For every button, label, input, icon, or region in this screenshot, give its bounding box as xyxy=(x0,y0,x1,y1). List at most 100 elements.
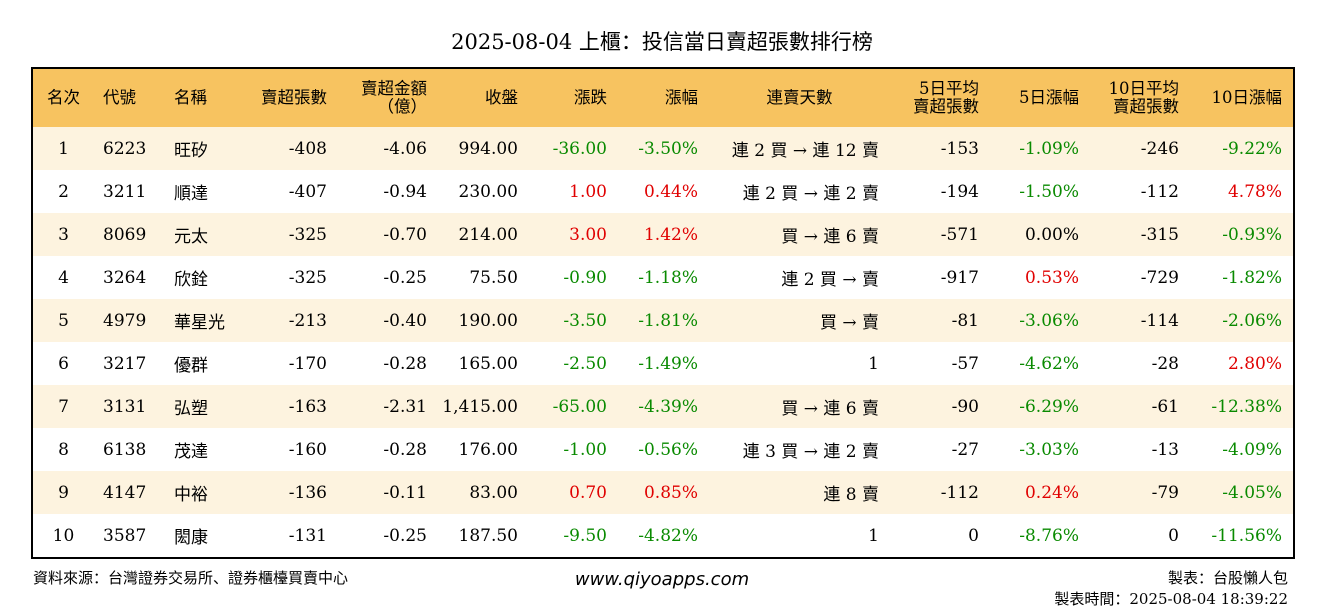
col-avg10: 10日平均 賣超張數 xyxy=(1090,68,1190,127)
cell-avg10: -315 xyxy=(1090,213,1190,256)
cell-rank: 10 xyxy=(32,514,94,558)
cell-sell-amount: -0.70 xyxy=(338,213,438,256)
cell-sell-volume: -408 xyxy=(239,127,338,170)
cell-chg5: -1.50% xyxy=(990,170,1090,213)
cell-code: 3131 xyxy=(94,385,164,428)
cell-change: -2.50 xyxy=(529,342,618,385)
cell-name: 弘塑 xyxy=(164,385,239,428)
col-sell-volume: 賣超張數 xyxy=(239,68,338,127)
cell-rank: 8 xyxy=(32,428,94,471)
generated-time: 製表時間：2025-08-04 18:39:22 xyxy=(1054,590,1288,608)
cell-name: 優群 xyxy=(164,342,239,385)
col-avg5: 5日平均 賣超張數 xyxy=(890,68,990,127)
cell-change-pct: 0.85% xyxy=(618,471,709,514)
cell-change-pct: -1.18% xyxy=(618,256,709,299)
col-chg5: 5日漲幅 xyxy=(990,68,1090,127)
cell-change-pct: -4.39% xyxy=(618,385,709,428)
table-row: 8 6138 茂達 -160 -0.28 176.00 -1.00 -0.56% 連 3 買 →… xyxy=(32,428,1294,471)
cell-chg10: -4.05% xyxy=(1190,471,1294,514)
col-streak: 連賣天數 xyxy=(709,68,890,127)
cell-streak: 連 2 買 → 連 2 賣 xyxy=(709,170,890,213)
cell-change-pct: -1.49% xyxy=(618,342,709,385)
cell-change: -3.50 xyxy=(529,299,618,342)
cell-chg10: -2.06% xyxy=(1190,299,1294,342)
cell-sell-amount: -0.11 xyxy=(338,471,438,514)
cell-close: 230.00 xyxy=(438,170,529,213)
cell-sell-amount: -0.40 xyxy=(338,299,438,342)
cell-avg10: -729 xyxy=(1090,256,1190,299)
cell-avg10: -246 xyxy=(1090,127,1190,170)
cell-streak: 1 xyxy=(709,342,890,385)
col-sell-amount: 賣超金額 （億） xyxy=(338,68,438,127)
cell-code: 3217 xyxy=(94,342,164,385)
cell-code: 4979 xyxy=(94,299,164,342)
website-link[interactable]: www.qiyoapps.com xyxy=(574,569,750,590)
cell-chg5: -1.09% xyxy=(990,127,1090,170)
cell-streak: 1 xyxy=(709,514,890,558)
cell-sell-amount: -0.94 xyxy=(338,170,438,213)
cell-code: 3211 xyxy=(94,170,164,213)
cell-name: 茂達 xyxy=(164,428,239,471)
col-rank: 名次 xyxy=(32,68,94,127)
cell-change: -65.00 xyxy=(529,385,618,428)
cell-sell-amount: -0.25 xyxy=(338,256,438,299)
cell-streak: 連 8 賣 xyxy=(709,471,890,514)
cell-sell-volume: -160 xyxy=(239,428,338,471)
table-row: 5 4979 華星光 -213 -0.40 190.00 -3.50 -1.81% 買 → 賣-… xyxy=(32,299,1294,342)
cell-change-pct: -0.56% xyxy=(618,428,709,471)
cell-avg10: -112 xyxy=(1090,170,1190,213)
cell-chg10: -4.09% xyxy=(1190,428,1294,471)
cell-code: 3264 xyxy=(94,256,164,299)
cell-close: 994.00 xyxy=(438,127,529,170)
cell-change-pct: -3.50% xyxy=(618,127,709,170)
cell-sell-volume: -213 xyxy=(239,299,338,342)
cell-name: 欣銓 xyxy=(164,256,239,299)
cell-change-pct: 1.42% xyxy=(618,213,709,256)
cell-avg10: -61 xyxy=(1090,385,1190,428)
table-row: 6 3217 優群 -170 -0.28 165.00 -2.50 -1.49% 1 -57 -4.… xyxy=(32,342,1294,385)
cell-change: -1.00 xyxy=(529,428,618,471)
cell-sell-volume: -407 xyxy=(239,170,338,213)
table-row: 1 6223 旺矽 -408 -4.06 994.00 -36.00 -3.50% 連 2 買 … xyxy=(32,127,1294,170)
cell-avg10: -114 xyxy=(1090,299,1190,342)
cell-avg5: -112 xyxy=(890,471,990,514)
cell-rank: 6 xyxy=(32,342,94,385)
cell-streak: 買 → 賣 xyxy=(709,299,890,342)
cell-code: 3587 xyxy=(94,514,164,558)
cell-rank: 1 xyxy=(32,127,94,170)
cell-chg5: -3.06% xyxy=(990,299,1090,342)
cell-chg10: -12.38% xyxy=(1190,385,1294,428)
cell-close: 83.00 xyxy=(438,471,529,514)
cell-change: 0.70 xyxy=(529,471,618,514)
cell-close: 165.00 xyxy=(438,342,529,385)
cell-change: -36.00 xyxy=(529,127,618,170)
cell-streak: 連 2 買 → 連 12 賣 xyxy=(709,127,890,170)
col-code: 代號 xyxy=(94,68,164,127)
cell-change: 1.00 xyxy=(529,170,618,213)
cell-name: 順達 xyxy=(164,170,239,213)
cell-chg10: 4.78% xyxy=(1190,170,1294,213)
cell-sell-amount: -0.28 xyxy=(338,342,438,385)
cell-change: -9.50 xyxy=(529,514,618,558)
col-change-pct: 漲幅 xyxy=(618,68,709,127)
cell-avg10: -13 xyxy=(1090,428,1190,471)
col-name: 名稱 xyxy=(164,68,239,127)
table-row: 4 3264 欣銓 -325 -0.25 75.50 -0.90 -1.18% 連 2 買 → … xyxy=(32,256,1294,299)
cell-close: 176.00 xyxy=(438,428,529,471)
cell-code: 4147 xyxy=(94,471,164,514)
cell-chg5: 0.24% xyxy=(990,471,1090,514)
data-source: 資料來源：台灣證券交易所、證券櫃檯買賣中心 xyxy=(33,569,349,587)
cell-chg5: -8.76% xyxy=(990,514,1090,558)
cell-streak: 連 3 買 → 連 2 賣 xyxy=(709,428,890,471)
cell-streak: 買 → 連 6 賣 xyxy=(709,213,890,256)
cell-avg5: 0 xyxy=(890,514,990,558)
cell-avg5: -194 xyxy=(890,170,990,213)
cell-streak: 買 → 連 6 賣 xyxy=(709,385,890,428)
cell-name: 中裕 xyxy=(164,471,239,514)
cell-chg5: -6.29% xyxy=(990,385,1090,428)
cell-close: 190.00 xyxy=(438,299,529,342)
cell-sell-amount: -0.28 xyxy=(338,428,438,471)
cell-chg5: 0.00% xyxy=(990,213,1090,256)
cell-change: -0.90 xyxy=(529,256,618,299)
cell-sell-volume: -170 xyxy=(239,342,338,385)
